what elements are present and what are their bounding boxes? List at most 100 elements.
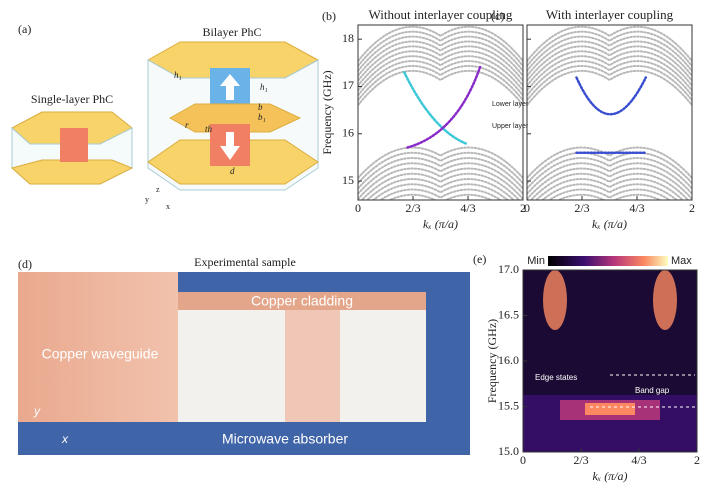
band	[527, 151, 692, 185]
x-tick-label: 2/3	[405, 201, 420, 215]
band-group	[527, 25, 692, 200]
symbol: r	[185, 120, 189, 130]
x-axis-label: kₓ (π/a)	[592, 217, 627, 231]
band	[358, 167, 523, 200]
edge-band	[575, 76, 648, 116]
band	[358, 50, 523, 87]
axis-label: y	[33, 404, 41, 418]
phc-illustration	[10, 41, 320, 191]
symbol: th	[205, 124, 213, 134]
annotation: Band gap	[635, 386, 670, 395]
x-axis-label: kₓ (π/a)	[423, 217, 458, 231]
band	[358, 60, 523, 97]
band	[365, 178, 516, 200]
x-tick-label: 0	[524, 201, 530, 215]
symbol: b	[258, 102, 263, 112]
band	[527, 55, 692, 92]
y-tick-label: 18	[342, 31, 354, 45]
symbol: x	[166, 202, 170, 211]
x-tick-label: 0	[520, 453, 526, 467]
band	[360, 172, 521, 200]
panel-label: (e)	[473, 252, 486, 266]
band	[527, 40, 692, 77]
colorbar-label: Max	[671, 255, 692, 267]
x-tick-label: 2/3	[573, 453, 588, 467]
band	[527, 69, 692, 107]
panel-label: (b)	[322, 9, 336, 23]
band	[547, 188, 672, 200]
band	[378, 188, 503, 200]
sample-photo	[18, 272, 470, 455]
annotation: Lower layer	[492, 101, 529, 108]
band	[527, 35, 692, 72]
symbol: h₁	[260, 82, 268, 92]
y-tick-label: 17.0	[498, 262, 519, 276]
band	[527, 45, 692, 82]
annotation: Upper layer	[492, 123, 529, 130]
label: Copper cladding	[251, 293, 353, 309]
chart-title: Without interlayer coupling	[369, 7, 513, 22]
y-tick-label: 15	[342, 173, 354, 187]
x-tick-label: 0	[355, 201, 361, 215]
y-tick-label: 15.0	[498, 444, 519, 458]
symbol: h₁	[174, 70, 182, 80]
band	[527, 60, 692, 97]
band	[540, 183, 679, 200]
panel-label: (d)	[18, 257, 32, 271]
band	[358, 64, 523, 102]
y-tick-label: 17	[342, 78, 354, 92]
band	[527, 64, 692, 102]
title: Experimental sample	[194, 255, 296, 269]
band	[358, 146, 523, 179]
heatmap	[523, 256, 697, 452]
band	[358, 151, 523, 185]
band	[527, 30, 692, 67]
band	[358, 30, 523, 67]
symbol: d	[230, 166, 235, 176]
band	[527, 25, 692, 63]
plot-frame	[357, 24, 524, 201]
chart-title: With interlayer coupling	[546, 7, 674, 22]
band	[358, 45, 523, 82]
edge-band	[406, 65, 482, 149]
y-axis-label: Frequency (GHz)	[485, 319, 499, 403]
title: Single-layer PhC	[31, 92, 113, 106]
edge-band	[402, 71, 469, 146]
panel-label: (a)	[18, 22, 31, 36]
x-tick-label: 4/3	[460, 201, 475, 215]
annotation: Edge states	[535, 373, 577, 382]
band	[527, 146, 692, 179]
symbol: y	[145, 195, 149, 204]
band	[358, 25, 523, 63]
x-tick-label: 4/3	[631, 453, 646, 467]
plot-frame	[526, 24, 693, 201]
band	[358, 40, 523, 77]
x-tick-label: 2	[520, 201, 526, 215]
band	[358, 157, 523, 190]
x-axis-label: kₓ (π/a)	[592, 469, 627, 483]
axis-label: x	[61, 432, 69, 446]
band	[527, 167, 692, 200]
band-curves	[358, 25, 692, 200]
x-tick-label: 4/3	[629, 201, 644, 215]
symbol: z	[156, 185, 160, 194]
label: Copper waveguide	[42, 346, 159, 362]
x-tick-label: 2	[689, 201, 695, 215]
y-axis-label: Frequency (GHz)	[320, 70, 334, 154]
band	[371, 183, 510, 200]
band	[534, 178, 685, 200]
panel-label: (c)	[491, 9, 504, 23]
band	[358, 35, 523, 72]
x-tick-label: 2	[694, 453, 700, 467]
band	[358, 69, 523, 107]
y-tick-label: 15.5	[498, 398, 519, 412]
band	[527, 50, 692, 87]
label: Microwave absorber	[222, 431, 348, 447]
band	[358, 55, 523, 92]
title: Bilayer PhC	[203, 25, 262, 39]
symbol: b₁	[258, 112, 266, 122]
y-tick-label: 16.0	[498, 353, 519, 367]
band	[527, 157, 692, 190]
x-tick-label: 2/3	[574, 201, 589, 215]
